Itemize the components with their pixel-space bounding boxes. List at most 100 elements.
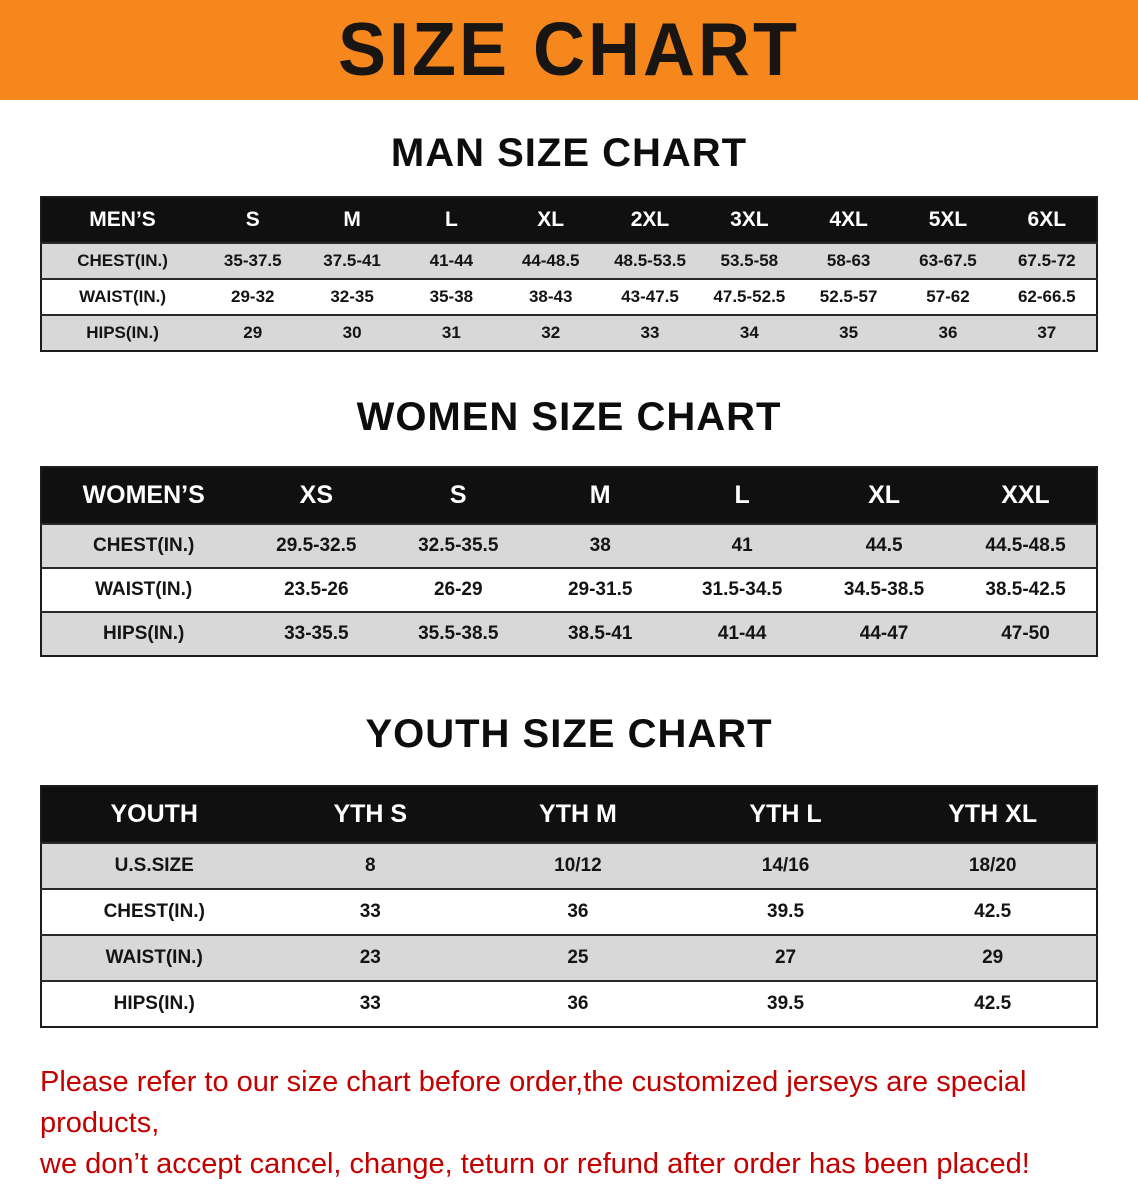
size-value: 37 [1037, 323, 1057, 342]
measurement-label: WAIST(IN.) [95, 579, 193, 600]
size-value: 44.5-48.5 [985, 535, 1066, 556]
size-value: 62-66.5 [1017, 287, 1076, 306]
size-value: 32.5-35.5 [418, 535, 499, 556]
size-value: 25 [567, 947, 589, 968]
men-section-heading: MAN SIZE CHART [390, 131, 748, 175]
size-value: 36 [567, 993, 589, 1014]
measurement-label: U.S.SIZE [114, 855, 194, 876]
size-row: U.S.SIZE 8 10/12 14/16 18/20 [41, 843, 1097, 889]
size-column-header: YTH S [266, 786, 475, 843]
size-value: 42.5 [974, 901, 1012, 922]
size-value: 52.5-57 [819, 287, 878, 306]
size-value: 38-43 [528, 287, 573, 306]
size-value: 29 [982, 947, 1004, 968]
size-value: 41-44 [717, 623, 767, 644]
size-value: 44-47 [859, 623, 909, 644]
size-value: 41 [731, 535, 753, 556]
size-value: 43-47.5 [621, 287, 679, 306]
size-value: 48.5-53.5 [614, 251, 686, 270]
size-column-header: XS [245, 467, 388, 524]
size-column-header: YTH L [681, 786, 890, 843]
size-value: 32 [541, 323, 561, 342]
size-row: WAIST(IN.) 23.5-26 26-29 29-31.5 31.5-34.5 34… [41, 568, 1097, 612]
measurement-label: HIPS(IN.) [103, 623, 185, 644]
size-value: 10/12 [554, 855, 602, 876]
size-value: 57-62 [926, 287, 970, 306]
size-row: HIPS(IN.) 33 36 39.5 42.5 [41, 981, 1097, 1027]
size-column-header: 5XL [898, 197, 998, 243]
size-column-header: S [387, 467, 530, 524]
size-value: 53.5-58 [720, 251, 779, 270]
women-header-row: WOMEN’S XS S M L XL XXL [41, 467, 1097, 524]
measurement-label: CHEST(IN.) [77, 251, 168, 270]
size-row: CHEST(IN.) 29.5-32.5 32.5-35.5 38 41 44.5 44.5… [41, 524, 1097, 568]
size-value: 35.5-38.5 [418, 623, 499, 644]
size-value: 8 [364, 855, 376, 876]
size-row: CHEST(IN.) 35-37.5 37.5-41 41-44 44-48.5 48.5… [41, 243, 1097, 279]
size-column-header: 4XL [798, 197, 899, 243]
youth-header-row: YOUTH YTH S YTH M YTH L YTH XL [41, 786, 1097, 843]
size-column-header: S [203, 197, 303, 243]
size-value: 33 [359, 993, 381, 1014]
size-column-header: XL [501, 197, 601, 243]
size-value: 23 [359, 947, 381, 968]
size-column-header: YTH XL [889, 786, 1097, 843]
measurement-label: CHEST(IN.) [93, 535, 195, 556]
women-table-title: WOMEN’S [41, 467, 246, 524]
size-value: 38.5-41 [567, 623, 633, 644]
size-value: 36 [567, 901, 589, 922]
size-column-header: L [671, 467, 814, 524]
size-value: 26-29 [433, 579, 483, 600]
women-size-table: WOMEN’S XS S M L XL XXL CHEST(IN.) 29.5-32.5 32.5… [40, 466, 1098, 657]
men-size-table: MEN’S S M L XL 2XL 3XL 4XL 5XL 6XL CHEST(IN.) 35-37… [40, 196, 1098, 352]
size-value: 39.5 [767, 901, 805, 922]
size-value: 44-48.5 [521, 251, 580, 270]
size-column-header: 2XL [600, 197, 700, 243]
size-value: 33-35.5 [284, 623, 349, 644]
size-column-header: XXL [955, 467, 1097, 524]
size-value: 35-38 [429, 287, 474, 306]
size-value: 41-44 [429, 251, 474, 270]
size-value: 58-63 [826, 251, 871, 270]
men-table-title: MEN’S [41, 197, 204, 243]
size-value: 29-32 [231, 287, 275, 306]
size-value: 38 [589, 535, 611, 556]
men-table-wrap: MEN’S S M L XL 2XL 3XL 4XL 5XL 6XL CHEST(IN.) 35-37… [40, 196, 1098, 352]
measurement-label: HIPS(IN.) [113, 993, 195, 1014]
size-row: WAIST(IN.) 23 25 27 29 [41, 935, 1097, 981]
size-column-header: 3XL [699, 197, 799, 243]
measurement-label: WAIST(IN.) [79, 287, 166, 306]
size-column-header: M [302, 197, 402, 243]
size-value: 33 [640, 323, 660, 342]
size-value: 27 [774, 947, 797, 968]
youth-table-title: YOUTH [41, 786, 267, 843]
size-value: 23.5-26 [284, 579, 349, 600]
size-value: 42.5 [974, 993, 1012, 1014]
measurement-label: WAIST(IN.) [105, 947, 203, 968]
women-section-heading: WOMEN SIZE CHART [356, 395, 782, 439]
size-value: 31 [441, 323, 461, 342]
men-header-row: MEN’S S M L XL 2XL 3XL 4XL 5XL 6XL [41, 197, 1097, 243]
size-value: 34.5-38.5 [843, 579, 925, 600]
banner-title: SIZE CHART [338, 8, 800, 93]
size-column-header: YTH M [474, 786, 682, 843]
size-column-header: 6XL [997, 197, 1097, 243]
size-column-header: XL [813, 467, 956, 524]
size-value: 33 [359, 901, 381, 922]
youth-section-heading: YOUTH SIZE CHART [365, 712, 773, 756]
size-value: 35 [839, 323, 859, 342]
size-value: 47.5-52.5 [713, 287, 786, 306]
women-table-wrap: WOMEN’S XS S M L XL XXL CHEST(IN.) 29.5-32.5 32.5… [40, 466, 1098, 657]
measurement-label: HIPS(IN.) [86, 323, 159, 342]
size-value: 32-35 [330, 287, 374, 306]
size-chart-banner: SIZE CHART [0, 0, 1138, 100]
size-value: 30 [342, 323, 362, 342]
size-value: 37.5-41 [323, 251, 381, 270]
size-value: 18/20 [968, 855, 1017, 876]
size-value: 39.5 [767, 993, 805, 1014]
size-value: 67.5-72 [1017, 251, 1076, 270]
youth-size-table: YOUTH YTH S YTH M YTH L YTH XL U.S.SIZE 8 10/12… [40, 785, 1098, 1028]
size-value: 34 [739, 323, 759, 342]
size-value: 29 [243, 323, 263, 342]
disclaimer-text: Please refer to our size chart before or… [40, 1062, 1110, 1186]
